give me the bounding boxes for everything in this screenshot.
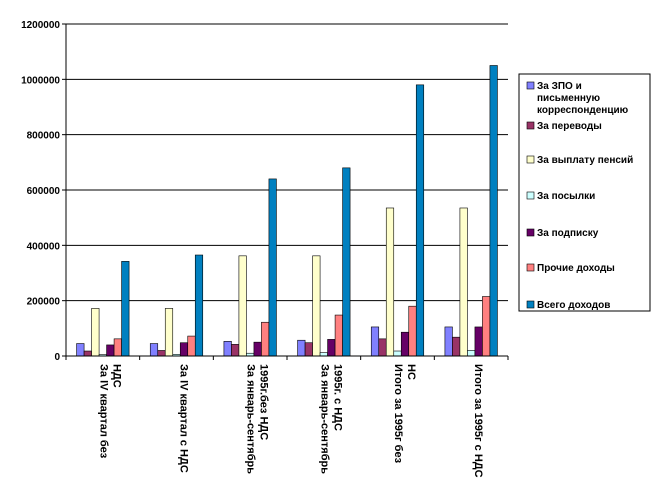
- bar-2-3: [231, 344, 240, 357]
- bar-1-4: [297, 339, 306, 357]
- legend-label: Всего доходов: [537, 300, 610, 311]
- y-tick-label: 400000: [27, 241, 61, 252]
- x-category-label-line: За IV квартал без: [97, 364, 109, 459]
- y-tick-label: 1200000: [21, 20, 60, 31]
- x-axis-category-labels: За IV квартал без НДС За IV квартал с НДС З…: [97, 364, 484, 478]
- legend-swatch: [526, 121, 535, 130]
- legend-swatch: [526, 155, 535, 164]
- x-category-label: За январь-сентябрь 1995г. с НДС: [318, 364, 343, 474]
- bar-3-4: [312, 255, 321, 357]
- legend-label: Прочие доходы: [537, 263, 615, 274]
- bar-4-5: [393, 350, 402, 357]
- x-category-label-line: НС: [405, 364, 417, 380]
- bar-7-4: [342, 167, 351, 357]
- bar-2-5: [378, 338, 387, 357]
- y-tick-label: 200000: [27, 297, 61, 308]
- x-category-label: За IV квартал с НДС: [178, 364, 190, 473]
- x-category-label: За январь-сентябрь 1995г.без НДС: [245, 364, 270, 474]
- bar-1-6: [444, 326, 453, 357]
- legend-label: За ЗПО и: [537, 81, 582, 92]
- y-tick-label: 800000: [27, 131, 61, 142]
- bar-1-3: [223, 341, 232, 357]
- x-category-label: За IV квартал без НДС: [97, 364, 122, 459]
- bar-2-6: [452, 336, 461, 357]
- legend-label: корреспонденцию: [537, 105, 629, 116]
- legend-label: письменную: [537, 93, 600, 104]
- legend-swatch: [526, 81, 535, 90]
- legend-label: За подписку: [537, 228, 599, 239]
- bar-7-5: [415, 84, 425, 357]
- bar-7-3: [268, 178, 277, 357]
- bar-6-2: [187, 335, 196, 357]
- legend-label: За переводы: [537, 121, 602, 132]
- x-category-label-line: Итого за 1995г без: [392, 364, 404, 464]
- axes: [62, 23, 509, 360]
- y-tick-label: 600000: [27, 186, 61, 197]
- legend-swatch: [526, 263, 535, 272]
- bar-5-3: [253, 341, 262, 357]
- x-category-label-line: Итого за 1995г с НДС: [472, 364, 484, 478]
- legend-swatch: [526, 228, 535, 237]
- gridlines: [66, 23, 508, 302]
- legend-swatch: [526, 191, 535, 200]
- bar-5-2: [179, 342, 189, 357]
- x-category-label-line: 1995г. с НДС: [331, 364, 343, 431]
- legend-label: За посылки: [537, 191, 595, 202]
- bars-area: [76, 65, 498, 357]
- bar-4-6: [467, 350, 476, 357]
- bar-5-5: [400, 331, 410, 357]
- x-category-label: Итого за 1995г с НДС: [472, 364, 484, 478]
- bar-5-6: [474, 326, 483, 357]
- bar-2-2: [157, 350, 166, 357]
- bar-2-1: [83, 350, 92, 357]
- y-tick-label: 1000000: [21, 75, 60, 86]
- bar-7-1: [121, 261, 130, 357]
- bar-6-5: [408, 305, 417, 357]
- bar-6-4: [334, 314, 343, 357]
- bar-6-3: [261, 321, 270, 357]
- bar-1-5: [370, 326, 380, 357]
- bar-2-4: [304, 342, 313, 357]
- legend-label: За выплату пенсий: [537, 155, 633, 166]
- x-category-label: Итого за 1995г без НС: [392, 364, 417, 464]
- bar-1-1: [76, 343, 85, 357]
- legend-swatch: [526, 300, 535, 309]
- x-category-label-line: За январь-сентябрь: [245, 364, 257, 474]
- bar-3-3: [238, 255, 247, 357]
- y-axis-tick-labels: 0 200000 400000 600000 800000 1000000 1200000: [21, 20, 60, 363]
- bar-7-6: [489, 65, 498, 357]
- bar-7-2: [194, 254, 204, 357]
- bar-6-1: [113, 338, 122, 357]
- bar-1-2: [149, 343, 159, 357]
- bar-3-5: [385, 207, 395, 357]
- legend-box: [518, 73, 651, 312]
- bar-6-6: [482, 296, 491, 357]
- x-category-label-line: 1995г.без НДС: [258, 364, 270, 440]
- bar-5-1: [106, 344, 115, 357]
- x-category-label-line: НДС: [110, 364, 122, 388]
- bar-3-6: [459, 207, 468, 357]
- x-category-label-line: За январь-сентябрь: [318, 364, 330, 474]
- bar-3-2: [164, 308, 174, 357]
- x-category-label-line: За IV квартал с НДС: [178, 364, 190, 473]
- y-tick-label: 0: [54, 352, 60, 363]
- bar-3-1: [91, 308, 100, 357]
- bar-5-4: [327, 339, 336, 357]
